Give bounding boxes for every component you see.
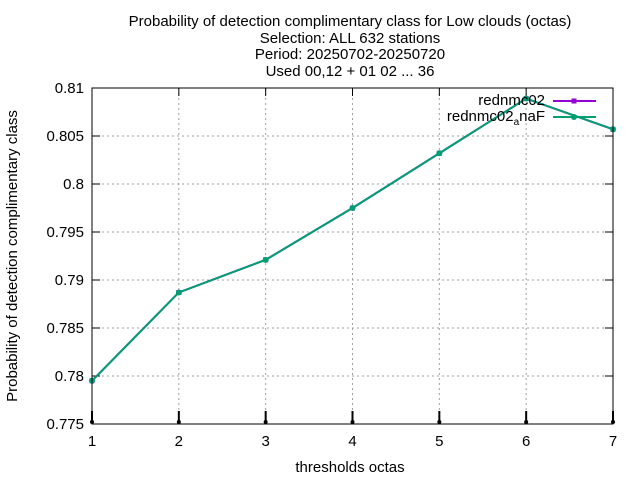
legend-label-series-2: rednmc02anaF [447, 108, 545, 128]
chart-title: Probability of detection complimentary c… [129, 13, 572, 80]
x-axis-label: thresholds octas [295, 459, 404, 476]
series-2-point [175, 289, 182, 296]
series-2-point [262, 256, 269, 263]
y-tick-label: 0.775 [46, 416, 84, 433]
legend-label-series-2-tail: naF [519, 108, 545, 125]
legend-marker-series-1 [571, 98, 577, 104]
bottom-mark-dot [524, 420, 529, 424]
x-tick-label: 3 [261, 433, 269, 450]
y-tick-label: 0.795 [46, 224, 84, 241]
legend: rednmc02 rednmc02anaF [447, 92, 596, 128]
y-axis-ticks: 0.775 0.78 0.785 0.79 0.795 0.8 0.805 0.81 [46, 80, 613, 433]
y-axis-label: Probability of detection complimentary c… [4, 110, 21, 402]
grid [92, 88, 613, 424]
title-line-4: Used 00,12 + 01 02 ... 36 [266, 63, 435, 80]
title-line-2: Selection: ALL 632 stations [260, 30, 440, 47]
title-line-3: Period: 20250702-20250720 [255, 46, 445, 63]
x-tick-label: 7 [609, 433, 617, 450]
series-2-point [436, 150, 443, 157]
x-tick-label: 6 [522, 433, 530, 450]
series-2-point [349, 205, 356, 211]
bottom-mark-dot [176, 420, 181, 424]
bottom-marks [90, 411, 615, 424]
y-tick-label: 0.81 [55, 80, 84, 97]
legend-marker-series-2 [571, 114, 577, 120]
bottom-mark-dot [350, 420, 355, 424]
legend-label-series-1: rednmc02 [478, 92, 545, 109]
x-tick-label: 4 [348, 433, 356, 450]
x-tick-label: 2 [175, 433, 183, 450]
title-line-1: Probability of detection complimentary c… [129, 13, 572, 30]
bottom-mark-dot [263, 420, 268, 424]
y-tick-label: 0.785 [46, 320, 84, 337]
series-layer [89, 95, 616, 384]
plot-frame [91, 87, 614, 425]
legend-label-series-2-sub: a [514, 117, 520, 128]
y-tick-label: 0.805 [46, 128, 84, 145]
y-tick-label: 0.78 [55, 368, 84, 385]
series-2-point [523, 95, 530, 102]
y-tick-label: 0.79 [55, 272, 84, 289]
y-tick-label: 0.8 [63, 176, 84, 193]
x-tick-label: 1 [88, 433, 96, 450]
bottom-mark-dot [437, 420, 442, 424]
x-tick-label: 5 [435, 433, 443, 450]
legend-label-series-2-main: rednmc02 [447, 108, 514, 125]
